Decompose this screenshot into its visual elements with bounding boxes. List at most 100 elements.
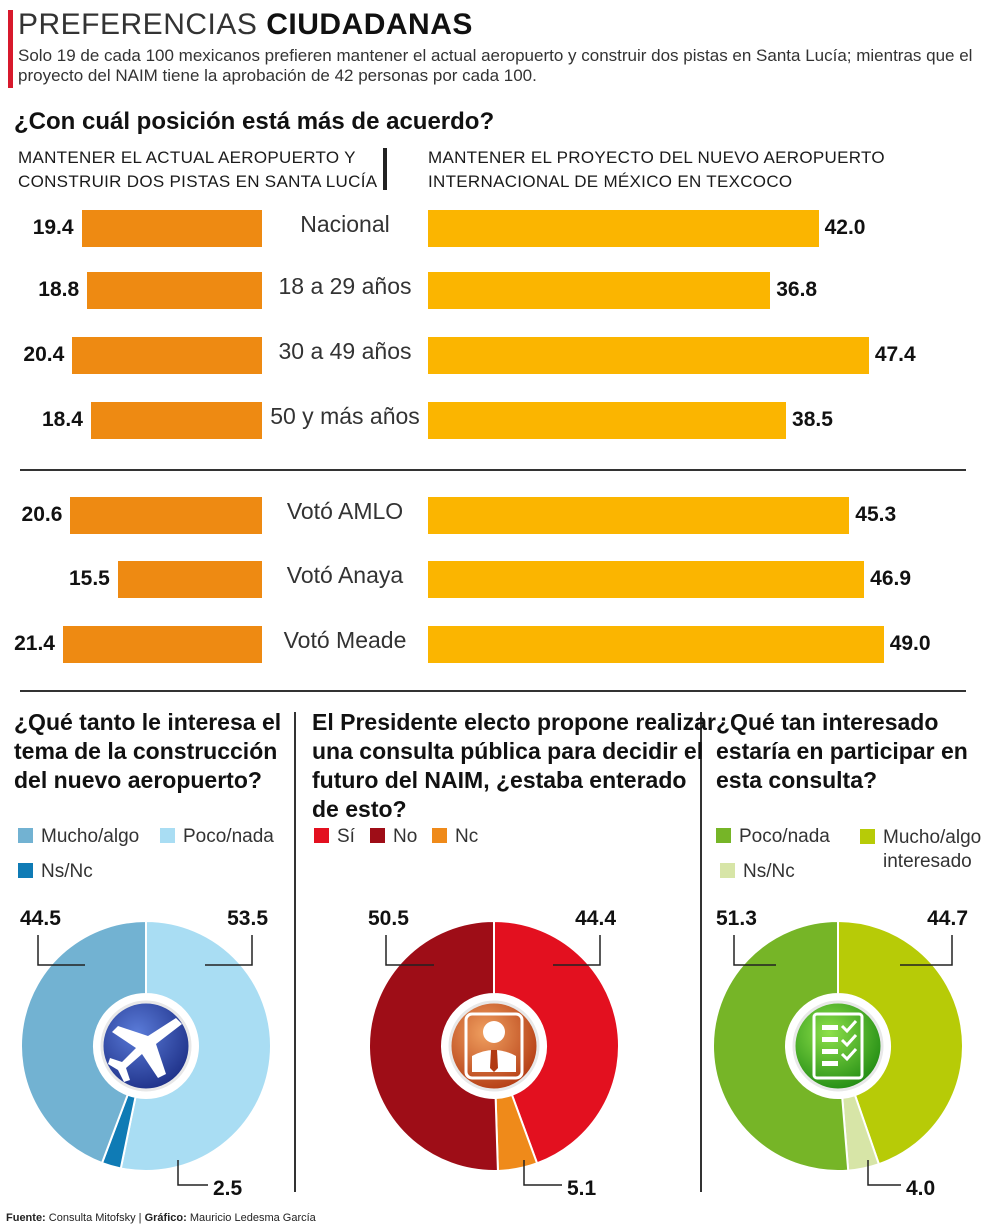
right-heading-line-2: INTERNACIONAL DE MÉXICO EN TEXCOCO [428,172,793,191]
divider-line-2 [20,690,966,692]
checkmark [840,1033,858,1048]
pie1-question-line: tema de la construcción [14,738,278,764]
pie-value-label: 51.3 [716,907,757,930]
checklist-icon [812,1012,864,1080]
value-label-left: 18.4 [42,408,83,431]
legend-label: Nc [455,826,479,847]
category-label: Votó AMLO [286,498,404,524]
value-label-left: 20.4 [23,343,65,366]
value-label-left: 20.6 [21,503,63,526]
category-label: Nacional [300,211,390,237]
pie2-question-line: El Presidente electo propone realizar [312,709,716,735]
pie2-question-line: futuro del NAIM, ¿estaba enterado [312,767,687,793]
value-label-left: 19.4 [32,216,74,239]
category-label: 18 a 29 años [278,273,412,299]
bar-right [428,626,884,663]
column-divider-2 [700,712,702,1192]
source-label: Fuente: [6,1212,46,1224]
heading-divider [383,148,387,190]
leader-line [900,935,953,966]
pie-value-label: 44.5 [20,907,61,930]
legend-swatch [314,828,329,843]
footer: Fuente: Consulta Mitofsky | Gráfico: Mau… [6,1212,316,1224]
pie-value-label: 2.5 [213,1177,243,1200]
pie-slice [20,919,147,1165]
legend-swatch [720,863,735,878]
value-label-left: 21.4 [14,632,55,655]
pie-slice [837,919,964,1166]
pie2-question-line: de esto? [312,796,407,822]
bar-left [72,337,262,374]
title-bold: CIUDADANAS [266,8,473,41]
pie-slice [119,919,272,1172]
legend-label: No [393,826,418,847]
source: Consulta Mitofsky [48,1212,136,1224]
bar-right [428,210,819,247]
category-label: 50 y más años [270,403,420,429]
value-label-left: 18.8 [38,278,80,301]
right-heading-line-1: MANTENER EL PROYECTO DEL NUEVO AEROPUERT… [428,148,885,167]
pie-slice [712,919,850,1172]
legend-item: Mucho/algo [18,826,139,848]
pie1-question: ¿Qué tanto le interesa el tema de la con… [14,708,281,795]
checkmark [840,1019,858,1034]
checklist-line [822,1037,838,1042]
title-light: PREFERENCIAS [18,8,258,41]
leader-line [553,935,601,966]
legend-label: Poco/nada [183,826,274,847]
pie-value-label: 44.4 [575,907,616,930]
legend-swatch [370,828,385,843]
airplane-icon [108,1018,182,1082]
leader-line [733,935,776,966]
legend-item: Sí [314,826,355,848]
pie3-question: ¿Qué tan interesado estaría en participa… [716,708,968,795]
businessman-tie [490,1050,498,1072]
value-label-right: 49.0 [889,632,931,655]
leader-line [867,1160,901,1186]
bar-right [428,337,869,374]
checklist-line [822,1025,838,1030]
legend-item: Ns/Nc [720,861,795,883]
page-subtitle: Solo 19 de cada 100 mexicanos prefieren … [18,46,973,85]
bar-right [428,497,850,534]
pie2-question-line: una consulta pública para decidir el [312,738,704,764]
bar-left [70,497,262,534]
legend-swatch [432,828,447,843]
legend-label: Ns/Nc [41,861,93,882]
pie-value-label: 5.1 [567,1177,597,1200]
value-label-right: 38.5 [792,408,833,431]
pie-value-label: 53.5 [227,907,268,930]
pie-value-label: 4.0 [906,1177,935,1200]
graphic-credit: Mauricio Ledesma García [189,1212,316,1224]
column-divider-1 [294,712,296,1192]
value-label-right: 47.4 [874,343,916,366]
pie2-question: El Presidente electo propone realizar un… [312,708,716,824]
legend-swatch [860,829,875,844]
pie3-question-line: estaría en participar en [716,738,968,764]
bar-right [428,561,865,598]
left-heading: MANTENER EL ACTUAL AEROPUERTO Y CONSTRUI… [18,146,377,194]
category-label: 30 a 49 años [278,338,412,364]
pie-value-label: 44.7 [927,907,968,930]
pie-value-label: 50.5 [368,907,409,930]
legend-label: Mucho/algo [883,827,982,848]
checkmark [840,1047,858,1062]
graphic-label: Gráfico: [144,1212,187,1224]
legend-item: Poco/nada [160,826,274,848]
pie-slice [368,919,499,1172]
main-question: ¿Con cuál posición está más de acuerdo? [14,108,495,135]
category-label: Votó Anaya [286,562,404,588]
pie1-question-line: ¿Qué tanto le interesa el [14,709,282,735]
bar-left [62,626,262,663]
checklist-line [822,1061,838,1066]
left-heading-line-2: CONSTRUIR DOS PISTAS EN SANTA LUCÍA [18,172,378,191]
bar-left [90,402,262,439]
legend-item: Mucho/algo interesado [860,826,981,874]
bar-right [428,272,771,309]
title-accent-bar [8,10,13,88]
bar-left [81,210,262,247]
pie1-question-line: del nuevo aeropuerto? [14,767,262,793]
value-label-left: 15.5 [68,567,110,590]
category-label: Votó Meade [283,627,407,653]
businessman-icon [464,1012,524,1080]
